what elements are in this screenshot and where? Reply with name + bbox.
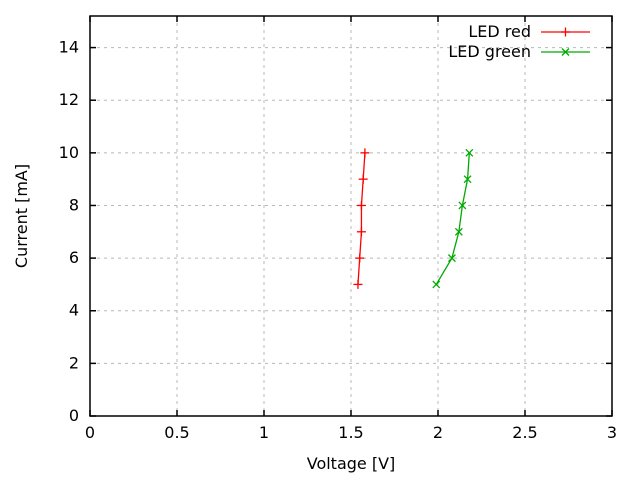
data-series xyxy=(353,148,474,289)
point-marker-cross xyxy=(465,148,474,157)
x-tick-label: 0.5 xyxy=(164,423,189,442)
series-line xyxy=(435,152,470,285)
y-tick-label: 12 xyxy=(59,90,79,109)
legend-samples xyxy=(541,27,590,56)
gridlines xyxy=(90,16,612,416)
x-tick-label: 2 xyxy=(433,423,443,442)
y-tick-label: 2 xyxy=(69,353,79,372)
point-marker-cross xyxy=(454,227,463,236)
point-marker-cross xyxy=(447,254,456,263)
x-tick-label: 2.5 xyxy=(512,423,537,442)
legend-label-led-red: LED red xyxy=(468,22,531,41)
y-tick-label: 8 xyxy=(69,195,79,214)
x-tick-label: 0 xyxy=(85,423,95,442)
point-marker-cross xyxy=(432,280,441,289)
plot-border xyxy=(89,15,613,417)
series-led-red xyxy=(353,148,370,289)
y-tick-label: 14 xyxy=(59,38,79,57)
y-tick-label: 4 xyxy=(69,301,79,320)
point-marker-cross xyxy=(463,175,472,184)
y-tick-label: 0 xyxy=(69,406,79,425)
x-axis-label: Voltage [V] xyxy=(307,454,396,473)
y-tick-label: 10 xyxy=(59,143,79,162)
x-tick-label: 1.5 xyxy=(338,423,363,442)
y-tick-label: 6 xyxy=(69,248,79,267)
series-led-green xyxy=(432,148,474,289)
x-tick-label: 1 xyxy=(259,423,269,442)
axes: 0 0.5 1 1.5 2 2.5 3 0 2 4 6 8 10 12 14 xyxy=(59,15,617,442)
y-axis-label: Current [mA] xyxy=(12,164,31,268)
series-line xyxy=(357,152,366,285)
point-marker-cross xyxy=(561,48,570,56)
x-tick-label: 3 xyxy=(607,423,617,442)
legend-label-led-green: LED green xyxy=(448,42,531,61)
point-marker-cross xyxy=(458,201,467,210)
